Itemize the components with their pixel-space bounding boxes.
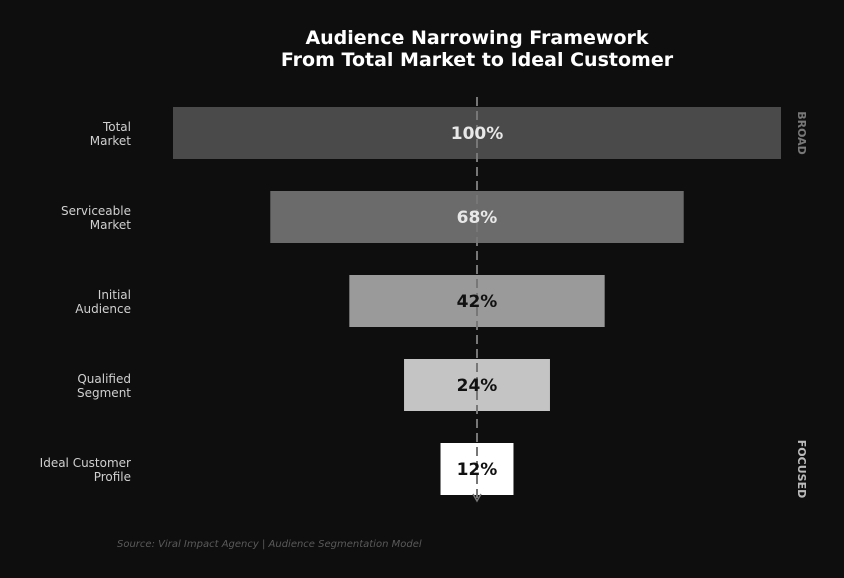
bar-value-label: 68% (457, 208, 498, 228)
arrow-down-icon (472, 493, 482, 503)
chart-subtitle: From Total Market to Ideal Customer (281, 49, 674, 71)
bar-value-label: 100% (451, 124, 504, 144)
focused-label: FOCUSED (795, 440, 808, 498)
bar-value-label: 12% (457, 460, 498, 480)
category-label: Initial Audience (75, 288, 131, 316)
category-label: Total Market (90, 120, 132, 148)
bar-value-label: 24% (457, 376, 498, 396)
category-label: Qualified Segment (77, 372, 131, 400)
broad-label: BROAD (795, 111, 808, 155)
bar-value-label: 42% (457, 292, 498, 312)
chart-title: Audience Narrowing Framework (305, 27, 648, 49)
category-label: Ideal Customer Profile (40, 456, 131, 484)
source-note: Source: Viral Impact Agency | Audience S… (117, 539, 422, 550)
category-label: Serviceable Market (61, 204, 131, 232)
